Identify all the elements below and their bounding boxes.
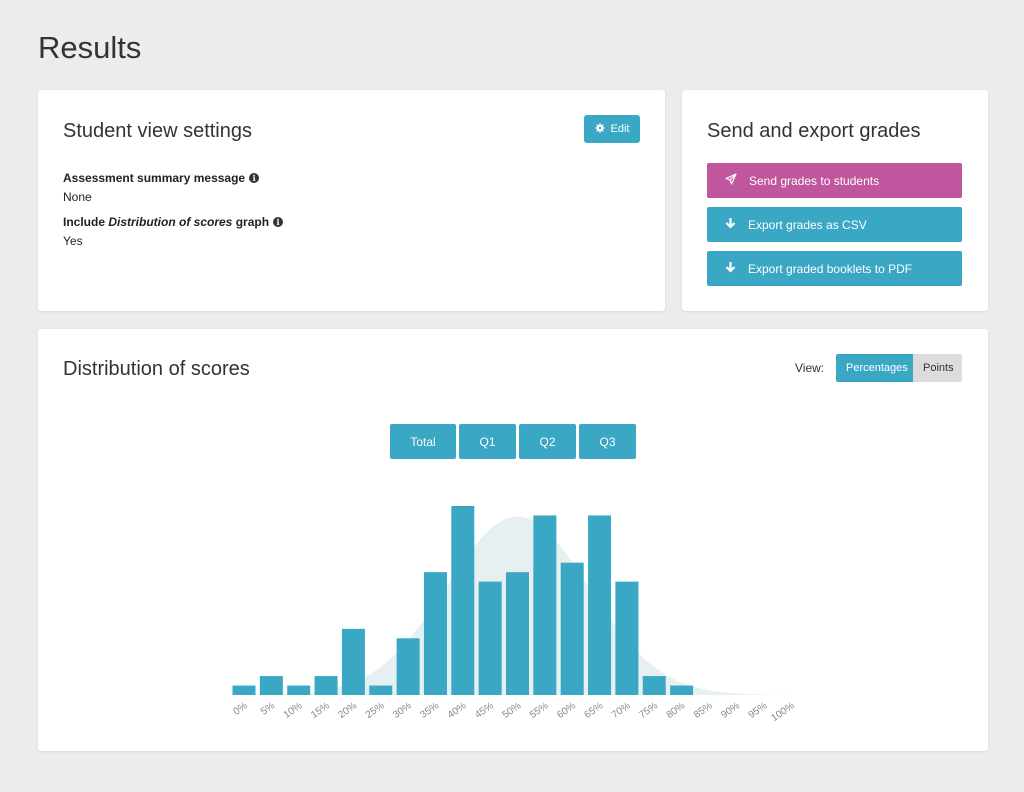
bar-20pct[interactable]	[341, 628, 365, 695]
distribution-chart: 0% 5% 10% 15% 20% 25% 30% 35% 40% 45% 50% 55% 60% 65%…	[232, 506, 797, 724]
x-tick-label: 5%	[259, 700, 277, 717]
x-tick-label: 45%	[473, 700, 496, 721]
tab-q1[interactable]: Q1	[459, 424, 516, 459]
paper-plane-icon	[725, 173, 737, 188]
tab-q2[interactable]: Q2	[519, 424, 576, 459]
bar-50pct[interactable]	[506, 572, 529, 695]
tab-total[interactable]: Total	[390, 424, 456, 459]
bar-75pct[interactable]	[642, 676, 666, 695]
bar-5pct[interactable]	[259, 676, 283, 695]
export-csv-button[interactable]: Export grades as CSV	[707, 207, 962, 242]
x-tick-label: 90%	[719, 700, 742, 721]
include-suffix: graph	[232, 215, 270, 229]
bar-70pct[interactable]	[615, 581, 639, 695]
info-icon[interactable]: i	[273, 217, 284, 227]
bar-45pct[interactable]	[478, 581, 502, 695]
export-pdf-label: Export graded booklets to PDF	[748, 261, 913, 276]
x-tick-label: 30%	[391, 700, 414, 721]
bar-10pct[interactable]	[287, 685, 311, 695]
send-grades-button[interactable]: Send grades to students	[707, 163, 962, 198]
include-distribution-label-text: Include Distribution of scores graph	[63, 215, 269, 229]
export-pdf-button[interactable]: Export graded booklets to PDF	[707, 251, 962, 286]
distribution-title: Distribution of scores	[63, 358, 250, 380]
x-tick-label: 80%	[665, 700, 688, 721]
view-label: View:	[795, 361, 825, 375]
view-percentages-button[interactable]: Percentages	[836, 354, 913, 382]
gear-icon	[595, 123, 605, 136]
bar-0pct[interactable]	[232, 685, 256, 695]
view-points-button[interactable]: Points	[913, 354, 962, 382]
include-distribution-value: Yes	[63, 234, 83, 248]
x-tick-label: 85%	[692, 700, 715, 721]
x-tick-label: 15%	[309, 700, 332, 721]
student-view-settings-card: Student view settings Edit Assessment su…	[38, 90, 665, 311]
x-tick-label: 55%	[528, 700, 551, 721]
summary-message-value: None	[63, 190, 92, 204]
bar-60pct[interactable]	[560, 562, 584, 695]
include-em: Distribution of scores	[108, 215, 233, 229]
x-tick-label: 0%	[232, 700, 250, 717]
bar-80pct[interactable]	[670, 685, 694, 695]
edit-button-label: Edit	[610, 123, 630, 135]
x-tick-label: 65%	[583, 700, 606, 721]
x-tick-label: 10%	[282, 700, 305, 721]
bar-25pct[interactable]	[369, 685, 393, 695]
send-grades-label: Send grades to students	[749, 173, 880, 188]
x-tick-label: 60%	[555, 700, 578, 721]
arrow-down-icon	[725, 217, 736, 232]
include-distribution-label: Include Distribution of scores graph i	[63, 215, 284, 229]
x-tick-label: 95%	[747, 700, 770, 721]
x-tick-label: 40%	[446, 700, 469, 721]
x-tick-label: 35%	[418, 700, 441, 721]
x-tick-label: 20%	[336, 700, 359, 721]
bar-35pct[interactable]	[423, 572, 447, 695]
edit-button[interactable]: Edit	[584, 115, 640, 143]
arrow-down-icon	[725, 261, 736, 276]
summary-message-label-text: Assessment summary message	[63, 171, 246, 185]
page-title: Results	[38, 30, 142, 65]
x-tick-label: 100%	[769, 700, 796, 724]
info-icon[interactable]: i	[249, 173, 260, 183]
x-tick-label: 50%	[501, 700, 524, 721]
question-tabs: Total Q1 Q2 Q3	[390, 424, 636, 459]
distribution-card: 0% 5% 10% 15% 20% 25% 30% 35% 40% 45% 50% 55% 60% 65%…	[38, 329, 988, 751]
summary-message-label: Assessment summary message i	[63, 171, 260, 185]
x-tick-label: 75%	[637, 700, 660, 721]
tab-q3[interactable]: Q3	[579, 424, 636, 459]
student-view-settings-title: Student view settings	[63, 120, 252, 142]
export-csv-label: Export grades as CSV	[748, 217, 867, 232]
bar-30pct[interactable]	[396, 638, 420, 695]
include-prefix: Include	[63, 215, 109, 229]
x-tick-label: 70%	[610, 700, 633, 721]
bar-15pct[interactable]	[314, 676, 338, 695]
send-export-card: Send and export grades Send grades to st…	[682, 90, 988, 311]
bar-40pct[interactable]	[451, 506, 475, 695]
view-toggle: Percentages Points	[836, 354, 962, 382]
bar-55pct[interactable]	[533, 515, 557, 695]
x-tick-label: 25%	[364, 700, 387, 721]
send-export-title: Send and export grades	[707, 120, 921, 142]
bar-65pct[interactable]	[588, 515, 612, 695]
